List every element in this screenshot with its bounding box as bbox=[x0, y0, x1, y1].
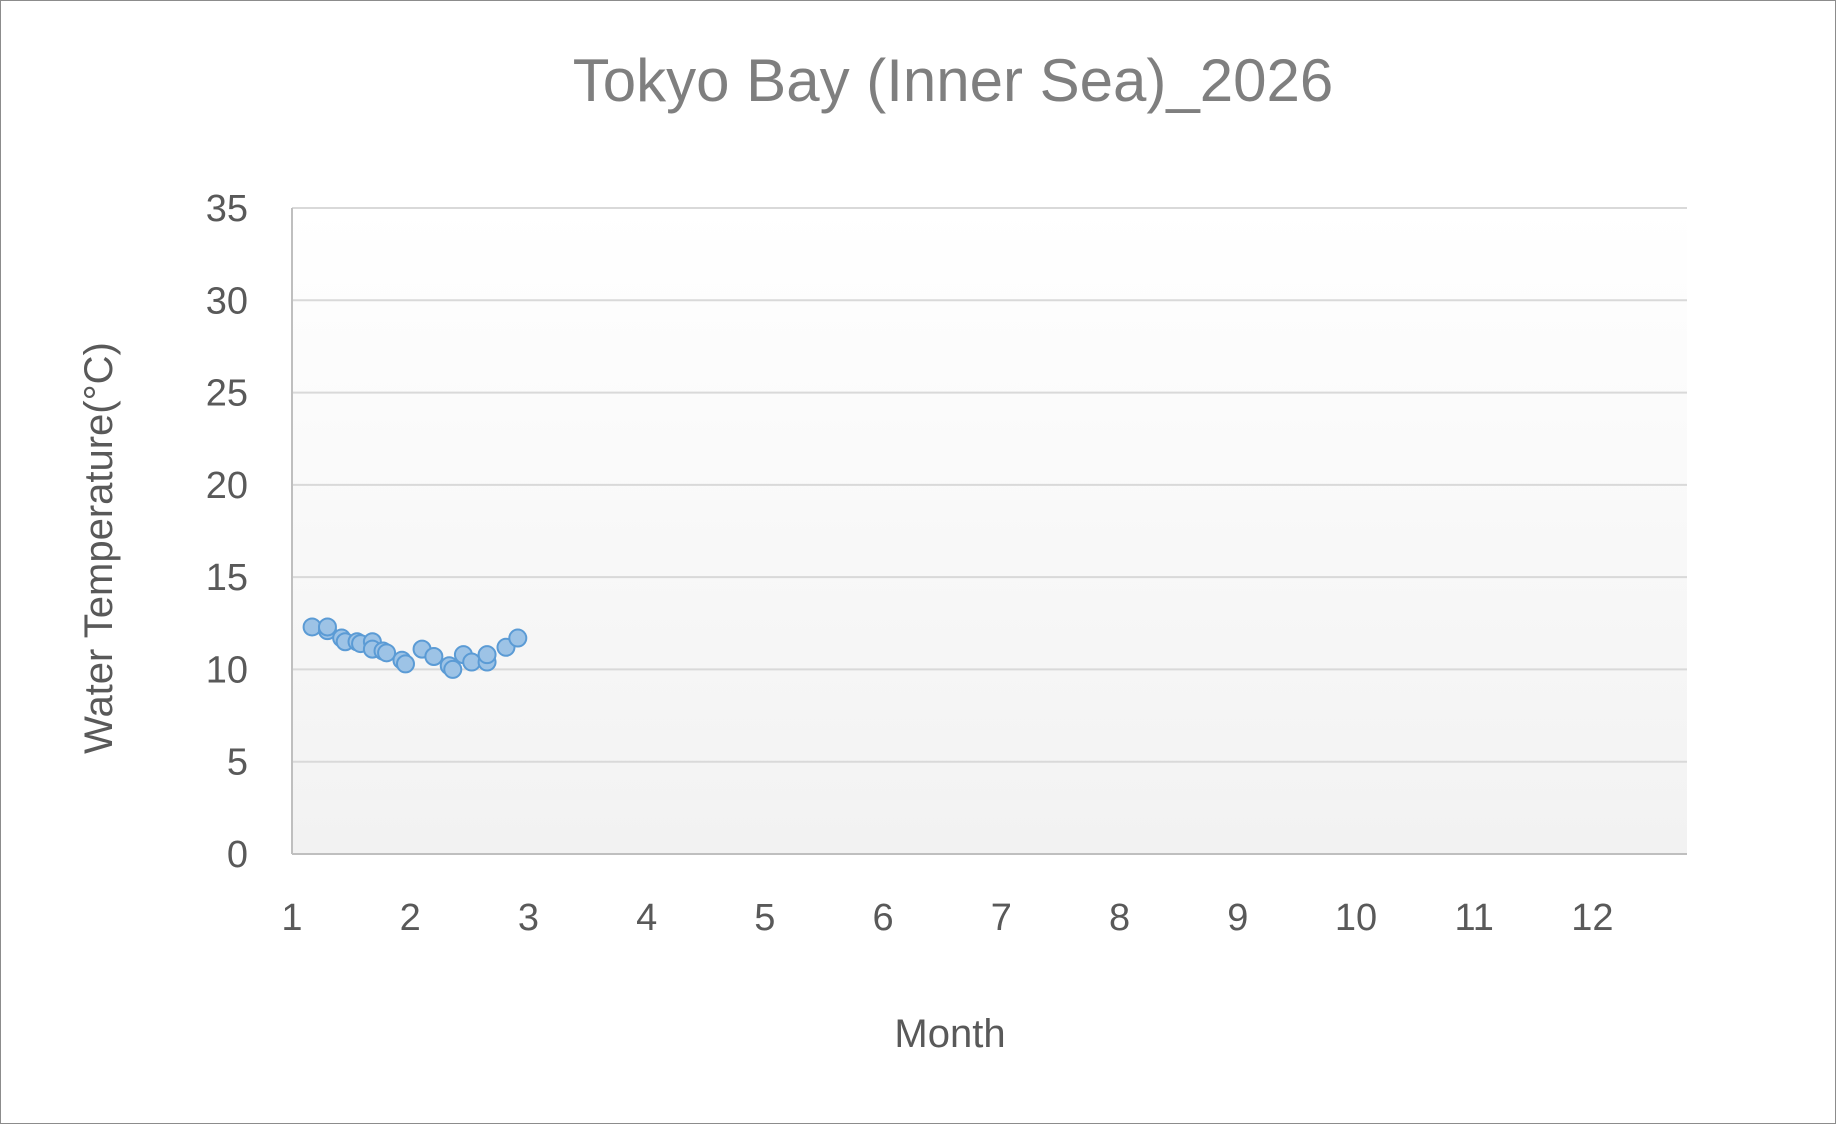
x-tick-label: 11 bbox=[1454, 897, 1493, 939]
data-point bbox=[317, 617, 337, 637]
axes bbox=[291, 208, 1687, 855]
y-tick-label: 30 bbox=[206, 280, 248, 322]
y-tick-label: 35 bbox=[206, 188, 248, 230]
data-point bbox=[424, 647, 444, 667]
plot-area bbox=[292, 208, 1687, 854]
data-point bbox=[395, 654, 415, 674]
x-tick-label: 8 bbox=[1109, 897, 1130, 939]
x-tick-label: 1 bbox=[281, 897, 302, 939]
x-tick-label: 12 bbox=[1571, 897, 1613, 939]
y-axis-title: Water Temperature(°C) bbox=[77, 342, 121, 754]
data-point bbox=[377, 643, 397, 663]
x-tick-label: 4 bbox=[636, 897, 657, 939]
data-point bbox=[443, 659, 463, 679]
data-point bbox=[477, 645, 497, 665]
x-axis-title: Month bbox=[894, 1012, 1005, 1056]
y-tick-label: 5 bbox=[227, 742, 248, 784]
data-point bbox=[508, 628, 528, 648]
x-tick-label: 9 bbox=[1227, 897, 1248, 939]
x-tick-label: 6 bbox=[873, 897, 894, 939]
y-tick-label: 25 bbox=[206, 373, 248, 415]
x-tick-label: 7 bbox=[991, 897, 1012, 939]
data-series bbox=[302, 617, 528, 679]
y-tick-label: 10 bbox=[206, 649, 248, 691]
y-tick-label: 20 bbox=[206, 465, 248, 507]
gridlines bbox=[292, 207, 1687, 763]
y-tick-label: 0 bbox=[227, 834, 248, 876]
chart-title: Tokyo Bay (Inner Sea)_2026 bbox=[573, 47, 1333, 114]
y-tick-label: 15 bbox=[206, 557, 248, 599]
x-tick-label: 5 bbox=[754, 897, 775, 939]
x-tick-labels: 1 2 3 4 5 6 7 8 9 10 11 12 bbox=[281, 897, 1613, 939]
x-tick-label: 2 bbox=[400, 897, 421, 939]
x-tick-label: 3 bbox=[518, 897, 539, 939]
y-tick-labels: 0 5 10 15 20 25 30 35 bbox=[206, 188, 248, 876]
x-tick-label: 10 bbox=[1335, 897, 1377, 939]
